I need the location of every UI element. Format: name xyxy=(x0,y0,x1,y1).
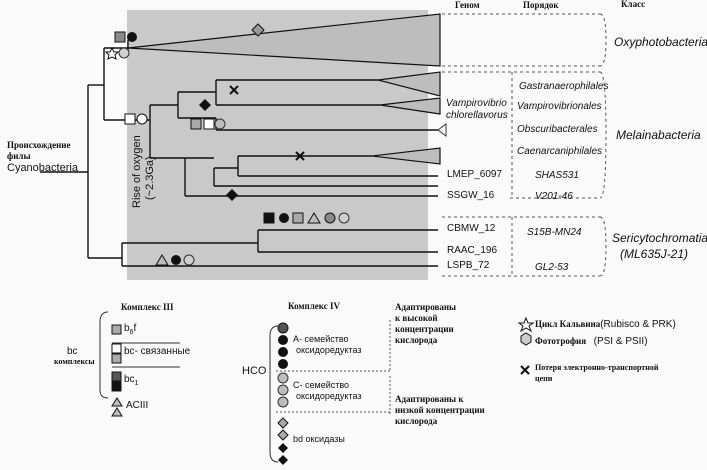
root-label-line3: Cyanobacteria xyxy=(7,162,78,174)
hco-label: HCO xyxy=(242,365,267,377)
rise-of-oxygen-line2: (~2.3Ga) xyxy=(144,156,156,200)
phototrophy-ru: Фототрофия xyxy=(535,336,587,346)
tree-branches xyxy=(40,40,438,267)
rise-of-oxygen-line1: Rise of oxygen xyxy=(131,135,143,208)
collapsed-clades xyxy=(127,13,441,165)
circle-marker xyxy=(279,213,289,223)
c-family-line1: C- семейство xyxy=(293,380,350,390)
circle-marker xyxy=(171,255,181,265)
b6f-f: f xyxy=(133,323,137,334)
genome-label: RAAC_196 xyxy=(447,245,498,256)
class-label-ml635j: (ML635J-21) xyxy=(620,247,689,261)
b6f-sub: 6 xyxy=(129,329,134,336)
square-marker xyxy=(263,212,275,224)
genome-label: chlorellavorus xyxy=(446,110,508,121)
order-label: Caenarcaniphilales xyxy=(517,146,603,157)
circle-marker xyxy=(127,32,137,42)
class-brackets xyxy=(442,13,607,277)
circle-marker xyxy=(324,212,336,224)
circle-marker xyxy=(136,113,148,125)
square-marker xyxy=(203,118,215,130)
triangle-marker xyxy=(155,254,169,266)
column-header-order: Порядок xyxy=(523,0,559,10)
circle-marker xyxy=(338,212,350,224)
b6f-b: b xyxy=(124,323,130,334)
etc-loss-line2: цепи xyxy=(535,374,553,383)
star-icon xyxy=(517,316,535,333)
phototrophy-label: Фототрофия (PSI & PSII) xyxy=(535,337,648,347)
low-oxygen-line1: Адаптированы к xyxy=(395,394,464,404)
right-legend-icons xyxy=(517,316,535,375)
root-label-line1: Происхождение xyxy=(7,140,71,150)
complex3-legend-graphics xyxy=(99,311,180,417)
class-label-oxyphotobacteria: Oxyphotobacteria xyxy=(614,35,707,49)
bc-group-label-2: комплексы xyxy=(54,357,95,366)
square-marker xyxy=(190,118,202,130)
complex4-title: Комплекс IV xyxy=(288,301,340,311)
genome-label: LMEP_6097 xyxy=(447,169,503,180)
bc1-bc: bc xyxy=(124,374,135,385)
bc1-sub: 1 xyxy=(134,380,139,387)
bd-oxidase-label: bd оксидазы xyxy=(293,434,345,444)
order-label: SHAS531 xyxy=(535,170,579,181)
root-label-line2: филы xyxy=(7,151,31,161)
column-header-genome: Геном xyxy=(455,0,480,10)
circle-marker xyxy=(183,254,195,266)
bc1-label: bc1 xyxy=(124,374,139,388)
diamond-marker xyxy=(251,23,265,37)
complex4-legend-graphics xyxy=(269,320,391,465)
high-oxygen-line4: кислорода xyxy=(395,335,438,345)
triangle-marker xyxy=(307,212,321,224)
calvin-cycle-ru: Цикл Кальвина xyxy=(535,319,601,329)
diamond-marker xyxy=(199,99,211,111)
calvin-cycle-label: Цикл Кальвина(Rubisco & PRK) xyxy=(535,320,676,330)
complex3-title: Комплекс III xyxy=(121,302,174,312)
column-header-class: Класс xyxy=(621,0,646,9)
melaina-pointer xyxy=(437,123,447,137)
square-marker xyxy=(292,212,304,224)
square-marker xyxy=(114,31,126,43)
circle-marker xyxy=(118,47,130,59)
x-icon xyxy=(520,365,530,375)
a-family-line2: оксидоредуктаз xyxy=(296,345,362,355)
star-marker xyxy=(104,46,120,60)
low-oxygen-line2: низкой концентрации xyxy=(395,405,485,415)
calvin-cycle-enzymes: (Rubisco & PRK) xyxy=(600,319,676,330)
a-family-line1: A- семейство xyxy=(293,334,349,344)
b6f-label: b6f xyxy=(124,323,137,337)
circle-marker xyxy=(214,118,226,130)
c-family-line2: оксидоредуктаз xyxy=(296,391,362,401)
tree-markers xyxy=(104,23,350,266)
genome-label: SSGW_16 xyxy=(447,190,495,201)
etc-loss-line1: Потеря электронно-транспортной xyxy=(535,363,659,372)
genome-label: LSPB_72 xyxy=(447,260,490,271)
bc-group-label: bc xyxy=(67,346,78,357)
high-oxygen-line3: концентрации xyxy=(395,324,454,334)
order-label: Gastranaerophilales xyxy=(519,81,609,92)
low-oxygen-line3: кислорода xyxy=(395,416,438,426)
high-oxygen-line1: Адаптированы xyxy=(395,302,457,312)
class-label-melainabacteria: Melainabacteria xyxy=(616,128,701,142)
order-label: Obscuribacterales xyxy=(517,124,598,135)
high-oxygen-line2: к высокой xyxy=(395,313,438,323)
hexagon-icon xyxy=(520,332,532,346)
diamond-marker xyxy=(226,189,238,201)
class-label-sericytochromatia: Sericytochromatia xyxy=(612,231,707,245)
square-marker xyxy=(124,113,136,125)
genome-label: CBMW_12 xyxy=(447,223,496,234)
phototrophy-ps: (PSI & PSII) xyxy=(593,336,648,347)
genome-label: Vampirovibrio xyxy=(446,98,507,109)
x-marker xyxy=(229,85,239,95)
aciii-label: ACIII xyxy=(126,400,149,411)
order-label: GL2-53 xyxy=(535,262,569,273)
bc-related-label: bc- связанные xyxy=(124,346,191,357)
order-label: S15B-MN24 xyxy=(527,227,582,238)
order-label: V201-46 xyxy=(535,191,573,202)
x-marker xyxy=(295,151,305,161)
order-label: Vampirovibrionales xyxy=(517,101,602,112)
